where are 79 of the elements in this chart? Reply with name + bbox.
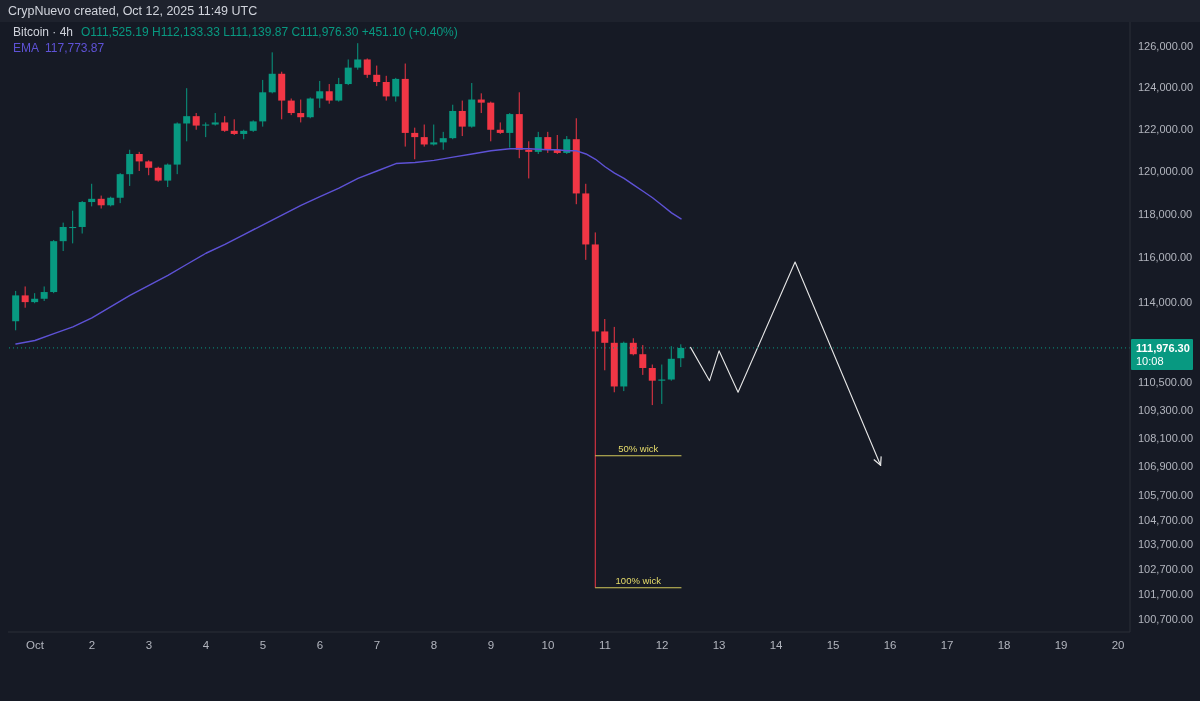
y-tick-label: 103,700.00 — [1138, 538, 1194, 551]
candlestick — [88, 183, 96, 207]
y-tick-label: 122,000.00 — [1138, 122, 1194, 135]
annotation: 100% wick — [615, 574, 662, 586]
chart-title: Bitcoin · 4h — [13, 25, 74, 39]
candlestick — [316, 80, 324, 109]
candlestick — [325, 83, 333, 105]
y-tick-label: 116,000.00 — [1138, 251, 1193, 264]
candlestick — [335, 77, 343, 103]
x-tick-label: 17 — [940, 639, 954, 652]
candlestick — [458, 100, 466, 137]
x-tick-label: 18 — [997, 639, 1011, 652]
candlestick — [344, 58, 352, 86]
x-tick-label: 8 — [430, 639, 438, 652]
candlestick — [164, 163, 172, 188]
text: EMA — [13, 41, 40, 55]
candlestick — [534, 131, 542, 155]
candlestick — [306, 96, 314, 119]
x-tick-label: 14 — [769, 639, 784, 652]
candlestick — [477, 92, 485, 114]
x-tick-label: 12 — [655, 639, 669, 652]
x-tick-label: 9 — [487, 639, 495, 652]
x-tick-label: 7 — [373, 639, 381, 652]
candlestick — [135, 151, 143, 172]
candlestick — [373, 65, 381, 87]
x-tick-label: Oct — [25, 639, 45, 652]
candlestick — [601, 318, 609, 371]
candlestick — [525, 140, 533, 179]
y-tick-label: 105,700.00 — [1138, 489, 1194, 502]
candlestick — [648, 364, 656, 406]
y-tick-label: 104,700.00 — [1138, 513, 1194, 526]
y-tick-label: 118,000.00 — [1138, 207, 1193, 220]
candlestick — [126, 149, 134, 187]
y-tick-label: 102,700.00 — [1138, 562, 1194, 575]
x-tick-label: 11 — [599, 639, 611, 652]
y-tick-label: 101,700.00 — [1138, 587, 1194, 600]
annotation: O111,525.19 H112,133.33 L111,139.87 C111,976.30 +451.10 (+0.40%) — [81, 25, 458, 39]
x-tick-label: 2 — [88, 639, 96, 652]
y-tick-label: 114,000.00 — [1138, 295, 1193, 308]
x-tick-label: 4 — [202, 639, 210, 652]
candlestick — [202, 121, 210, 138]
x-tick-label: 15 — [826, 639, 840, 652]
candlestick — [382, 75, 390, 102]
x-tick-label: 5 — [259, 639, 267, 652]
y-tick-label: 108,100.00 — [1138, 431, 1194, 444]
x-tick-label: 3 — [145, 639, 153, 652]
x-tick-label: 10 — [541, 639, 555, 652]
candlestick — [506, 112, 514, 149]
candlestick — [183, 87, 191, 142]
y-tick-label: 126,000.00 — [1138, 40, 1194, 53]
candlestick — [354, 42, 362, 71]
candlestick — [430, 124, 438, 147]
ref-line-label: 111,976.30 — [1136, 341, 1190, 354]
candlestick — [420, 124, 428, 148]
y-tick-label: 120,000.00 — [1138, 164, 1194, 177]
candlestick — [59, 222, 67, 252]
x-tick-label: 19 — [1054, 639, 1068, 652]
candlestick — [392, 77, 400, 103]
y-tick-label: 109,300.00 — [1138, 403, 1194, 416]
y-tick-label: 124,000.00 — [1138, 80, 1194, 93]
candlestick — [411, 127, 419, 160]
x-tick-label: 6 — [316, 639, 324, 652]
x-tick-label: 13 — [712, 639, 726, 652]
candlestick — [363, 57, 371, 79]
y-tick-label: 110,500.00 — [1138, 375, 1193, 388]
y-tick-label: 100,700.00 — [1138, 613, 1194, 626]
candlestick — [639, 344, 647, 376]
candlestick — [268, 51, 276, 94]
candlestick — [544, 131, 552, 154]
x-tick-label: 20 — [1111, 639, 1125, 652]
annotation: 117,773.87 — [45, 41, 105, 55]
candlestick — [21, 285, 29, 309]
y-tick-label: 106,900.00 — [1138, 460, 1194, 473]
chart-subtitle: CrypNuevo created, Oct 12, 2025 11:49 UTC — [0, 0, 1200, 22]
candlestick — [297, 99, 305, 123]
annotation: 50% wick — [618, 442, 659, 454]
candlestick — [116, 172, 124, 204]
text: 10:08 — [1136, 354, 1164, 367]
x-tick-label: 16 — [883, 639, 897, 652]
